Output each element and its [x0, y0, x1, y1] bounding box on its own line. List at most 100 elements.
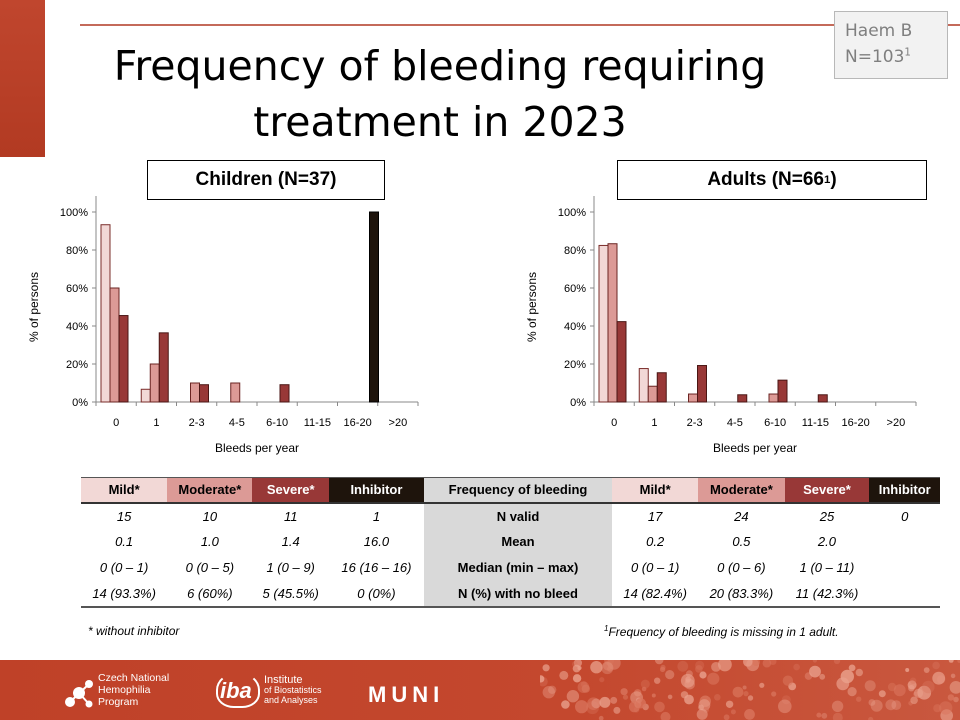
decor-dot — [732, 686, 744, 698]
adults-x-tick-label: 6-10 — [764, 417, 786, 429]
col-children-moderate: Moderate* — [167, 477, 253, 504]
decor-dot — [707, 672, 720, 685]
children-cell: 1 — [372, 508, 381, 524]
decor-dot — [752, 660, 760, 666]
decor-dot — [599, 696, 611, 708]
decor-dot — [660, 711, 671, 720]
footnote-missing: 1Frequency of bleeding is missing in 1 a… — [604, 624, 839, 639]
badge-line-1: Haem B — [845, 21, 913, 41]
decor-dot — [587, 697, 600, 710]
decor-dot — [723, 714, 730, 720]
cohort-badge: Haem B N=1031 — [834, 11, 948, 79]
decor-dot — [730, 709, 736, 715]
decor-dot — [622, 694, 629, 700]
col-adults-mild: Mild* — [612, 477, 699, 504]
adults-bar-mild-1 — [638, 368, 649, 403]
children-cell: 14 (93.3%) — [81, 580, 168, 608]
adults-bar-chart: 0% 20% 40% 60% 80% 100% 0 1 2-3 4-5 6-10 11-15 16-20… — [525, 196, 917, 455]
decor-dot — [572, 674, 582, 683]
decor-dot — [891, 700, 902, 710]
decor-dot — [677, 660, 689, 672]
decor-dot — [832, 712, 843, 720]
decor-dot — [922, 680, 935, 694]
row-label: N valid — [423, 502, 613, 529]
decor-dot — [601, 661, 614, 675]
adults-bar-severe-1 — [656, 372, 667, 403]
children-x-tick-label: 11-15 — [304, 417, 331, 429]
adults-y-tick-label: 40% — [564, 321, 586, 333]
adults-cell: 0 (0 – 6) — [717, 560, 766, 575]
decor-dot — [654, 701, 665, 713]
children-bar-moderate-0 — [109, 287, 120, 403]
decor-dot — [577, 681, 590, 693]
children-bar-moderate-2 — [190, 382, 200, 403]
decor-dot — [577, 665, 582, 671]
decor-dot — [939, 701, 953, 715]
iba-arc — [216, 672, 260, 708]
children-panel-title: Children (N=37) — [147, 160, 385, 200]
decor-dot — [695, 660, 705, 670]
children-cell: 1.0 — [200, 534, 219, 549]
adults-bar-severe-4 — [777, 379, 788, 403]
iba-logo: iba Institute of Biostatistics and Analy… — [216, 670, 346, 714]
adults-x-tick-label: 4-5 — [727, 417, 743, 429]
decor-dot — [566, 690, 580, 703]
decor-dot — [868, 699, 876, 706]
iba-line-3: and Analyses — [264, 695, 318, 705]
header-rule — [80, 24, 960, 26]
children-y-tick-label: 0% — [72, 397, 88, 409]
decor-dot — [947, 694, 955, 701]
decor-dot — [542, 664, 550, 672]
decor-dot — [640, 679, 650, 689]
decor-dot — [870, 699, 883, 712]
adults-bar-severe-2 — [697, 365, 707, 403]
col-adults-moderate: Moderate* — [698, 477, 785, 504]
decor-dot — [821, 712, 828, 719]
children-cell: 16 (16 – 16) — [341, 560, 412, 575]
decor-dot — [698, 704, 704, 711]
decor-dot — [561, 700, 570, 709]
adults-bar-severe-3 — [737, 394, 748, 403]
decor-dot — [684, 678, 695, 690]
decor-dot — [833, 660, 841, 664]
decor-dot — [905, 668, 910, 672]
col-children-mild: Mild* — [81, 477, 168, 504]
children-bar-severe-4 — [279, 384, 290, 403]
children-x-tick-label: 16-20 — [344, 417, 372, 429]
decor-dot — [696, 708, 708, 720]
adults-bar-moderate-1 — [647, 385, 658, 403]
children-bar-moderate-1 — [149, 363, 160, 403]
decor-dot — [680, 673, 695, 688]
decor-dot — [949, 681, 960, 694]
decor-dot — [953, 696, 959, 703]
adults-cell — [869, 555, 940, 581]
decor-dot — [548, 685, 557, 694]
adults-cell — [869, 580, 940, 608]
adults-x-tick-label: 16-20 — [842, 417, 870, 429]
decor-dot — [878, 690, 886, 698]
decor-dot — [599, 677, 605, 683]
decor-dot — [778, 699, 792, 714]
table-row: 15 10 11 1 N valid 17 24 25 0 — [81, 502, 940, 529]
iba-mark: iba — [220, 678, 252, 703]
decor-dot — [711, 662, 721, 672]
children-x-tick-label: >20 — [389, 417, 408, 429]
cnhp-line-2: Hemophilia — [98, 684, 151, 696]
bleeding-stats-table: Mild* Moderate* Severe* Inhibitor Freque… — [81, 477, 940, 608]
children-x-axis-label: Bleeds per year — [215, 441, 299, 455]
table-header-row: Mild* Moderate* Severe* Inhibitor Freque… — [81, 477, 940, 504]
children-bar-moderate-3 — [230, 382, 241, 403]
decor-dot — [848, 664, 856, 672]
children-y-tick-label: 60% — [66, 283, 88, 295]
decor-dot — [680, 691, 689, 699]
adults-y-tick-label: 60% — [564, 283, 586, 295]
children-cell: 0 (0 – 5) — [185, 560, 235, 575]
decor-dot — [542, 686, 555, 699]
decor-dot — [855, 668, 863, 677]
children-y-axis-label: % of persons — [27, 272, 41, 342]
decor-dot — [864, 680, 876, 692]
decor-dot — [742, 685, 747, 690]
decor-dot — [659, 666, 666, 673]
decor-dot — [948, 660, 954, 663]
footer-band: Czech National Hemophilia Program iba In… — [0, 660, 960, 720]
